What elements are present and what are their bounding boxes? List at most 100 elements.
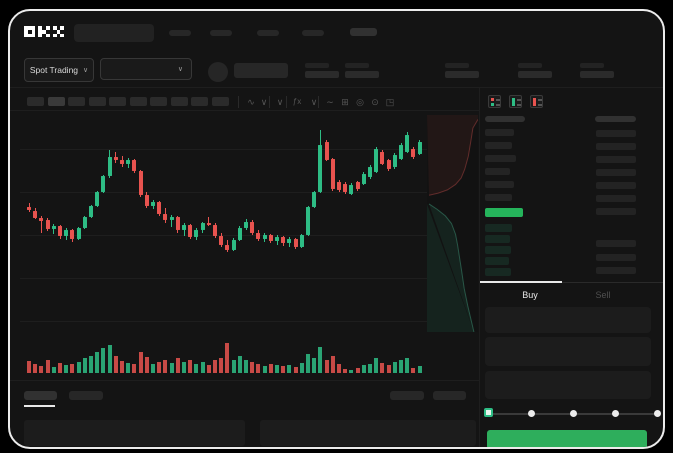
- tab-buy[interactable]: Buy: [522, 290, 538, 300]
- nav-item-placeholder[interactable]: [169, 30, 191, 36]
- indicators-icon[interactable]: ƒx: [292, 97, 302, 106]
- volume-bar: [343, 369, 348, 373]
- volume-bar: [330, 356, 335, 373]
- volume-bar: [144, 357, 149, 373]
- volume-bar: [374, 358, 379, 373]
- bid-amount-bar: [596, 267, 636, 274]
- volume-bar: [225, 343, 230, 373]
- interval-chip[interactable]: [109, 97, 126, 106]
- depth-profile: [427, 115, 478, 332]
- interval-chip[interactable]: [68, 97, 85, 106]
- candle: [219, 235, 224, 245]
- gridline: [20, 192, 472, 193]
- nav-item-placeholder[interactable]: [350, 28, 377, 36]
- bid-row[interactable]: [485, 268, 511, 276]
- chevron-down-icon[interactable]: ∨: [260, 97, 268, 107]
- candle: [262, 234, 267, 240]
- slider-stop[interactable]: [653, 410, 661, 417]
- price-input[interactable]: [485, 307, 651, 333]
- book-view-sell-icon[interactable]: [530, 95, 543, 108]
- ask-row[interactable]: [485, 194, 512, 201]
- amount-input[interactable]: [485, 337, 651, 366]
- bid-row[interactable]: [485, 257, 509, 265]
- ask-row[interactable]: [485, 181, 514, 188]
- slider-stop[interactable]: [611, 410, 619, 417]
- interval-chip[interactable]: [129, 97, 147, 106]
- interval-chip[interactable]: [47, 97, 65, 106]
- market-type-label: Spot Trading: [29, 65, 79, 75]
- candle: [107, 156, 112, 177]
- nav-item-placeholder[interactable]: [257, 30, 279, 36]
- book-view-buy-icon[interactable]: [509, 95, 522, 108]
- candle: [392, 155, 397, 167]
- candle: [213, 224, 217, 236]
- indicators-chevron-icon[interactable]: ∨: [310, 97, 318, 107]
- candle: [386, 159, 391, 169]
- volume-bar: [361, 365, 366, 373]
- app-window: Spot Trading ∨ ∨ ∿ ∨ ∨ ƒx ∨ ∼ ⊞ ◎ ⊙ ◳: [8, 9, 665, 449]
- chart-type-chevron-icon[interactable]: ∨: [276, 97, 284, 107]
- candle: [299, 234, 304, 247]
- interval-chip[interactable]: [27, 97, 44, 106]
- compare-icon[interactable]: ⊞: [341, 97, 349, 107]
- bid-row[interactable]: [485, 235, 510, 243]
- candle: [126, 159, 131, 165]
- timer-icon[interactable]: ⊙: [371, 97, 379, 107]
- bid-row[interactable]: [485, 224, 512, 232]
- book-view-combined-icon[interactable]: [488, 95, 501, 108]
- candle: [306, 207, 310, 235]
- candle: [237, 228, 242, 241]
- last-price-indicator[interactable]: [485, 208, 523, 217]
- snapshot-icon[interactable]: ◎: [356, 97, 364, 107]
- interval-chip[interactable]: [88, 97, 106, 106]
- ask-row[interactable]: [485, 155, 516, 162]
- candle: [380, 152, 385, 165]
- ask-row[interactable]: [485, 142, 512, 149]
- candle: [120, 159, 124, 165]
- buy-button[interactable]: [487, 430, 647, 447]
- candle: [194, 230, 199, 237]
- slider-stop[interactable]: [527, 410, 535, 417]
- tab-sell[interactable]: Sell: [595, 290, 611, 300]
- ask-amount-bar: [596, 182, 636, 189]
- volume-bar: [324, 360, 329, 373]
- okx-logo[interactable]: [24, 26, 65, 38]
- coin-avatar: [208, 62, 228, 82]
- nav-item-placeholder[interactable]: [210, 30, 232, 36]
- interval-chip[interactable]: [170, 97, 188, 106]
- search-box[interactable]: [74, 24, 154, 42]
- candle: [287, 239, 292, 244]
- ask-amount-bar: [596, 195, 636, 202]
- volume-bar: [138, 352, 143, 373]
- candle: [355, 181, 360, 189]
- fullscreen-icon[interactable]: ◳: [385, 97, 395, 107]
- slider-handle[interactable]: [484, 408, 493, 417]
- bottom-action-placeholder[interactable]: [390, 391, 424, 400]
- pair-selector[interactable]: ∨: [100, 58, 192, 80]
- line-tool-icon[interactable]: ∼: [326, 97, 334, 107]
- bottom-tab-active[interactable]: [24, 391, 57, 400]
- candle: [70, 230, 75, 240]
- volume-bar: [27, 361, 31, 373]
- total-input[interactable]: [485, 371, 651, 399]
- ask-row[interactable]: [485, 168, 510, 175]
- bottom-action-placeholder[interactable]: [433, 391, 466, 400]
- bottom-tab[interactable]: [69, 391, 103, 400]
- interval-chip[interactable]: [191, 97, 208, 106]
- candle: [411, 148, 416, 157]
- volume-bar: [64, 365, 69, 373]
- candlestick-chart[interactable]: [10, 11, 479, 447]
- bid-row[interactable]: [485, 246, 511, 254]
- ask-row[interactable]: [485, 129, 514, 136]
- candle-style-icon[interactable]: ∿: [247, 97, 255, 107]
- candle: [64, 230, 69, 236]
- candle-wick: [171, 214, 173, 227]
- candle: [405, 135, 410, 152]
- interval-chip[interactable]: [150, 97, 167, 106]
- interval-chip[interactable]: [211, 97, 229, 106]
- candle: [27, 207, 31, 211]
- slider-stop[interactable]: [569, 410, 577, 417]
- nav-item-placeholder[interactable]: [302, 30, 324, 36]
- market-type-selector[interactable]: Spot Trading ∨: [24, 58, 94, 82]
- volume-bar: [411, 368, 416, 373]
